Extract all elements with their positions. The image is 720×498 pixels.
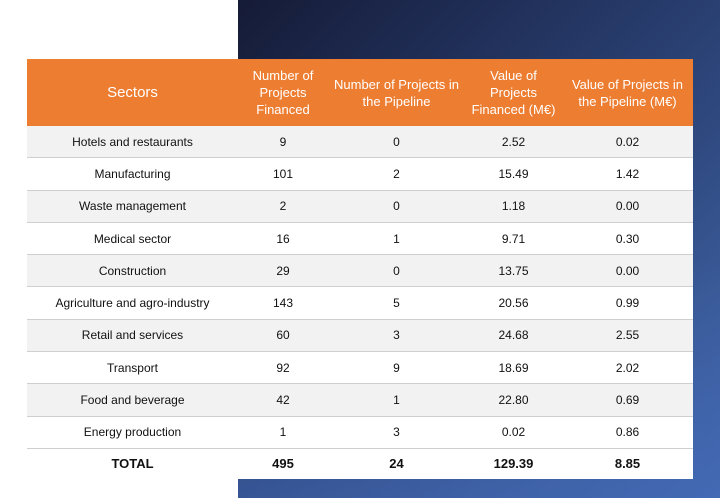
- cell-value-financed: 13.75: [465, 254, 562, 288]
- cell-projects-financed: 42: [238, 383, 328, 417]
- header-projects-pipeline: Number of Projects in the Pipeline: [328, 59, 465, 126]
- table-row: Construction 29 0 13.75 0.00: [27, 254, 693, 288]
- table-row: Medical sector 16 1 9.71 0.30: [27, 222, 693, 256]
- cell-value-financed: 20.56: [465, 286, 562, 320]
- total-projects-financed: 495: [238, 448, 328, 479]
- table-row: Waste management 2 0 1.18 0.00: [27, 190, 693, 223]
- header-sectors: Sectors: [27, 59, 238, 126]
- cell-sector: Manufacturing: [27, 157, 238, 191]
- cell-sector: Hotels and restaurants: [27, 126, 238, 159]
- cell-sector: Waste management: [27, 190, 238, 223]
- cell-projects-pipeline: 2: [328, 157, 465, 191]
- cell-projects-pipeline: 0: [328, 126, 465, 159]
- cell-projects-pipeline: 0: [328, 190, 465, 223]
- cell-projects-financed: 143: [238, 286, 328, 320]
- cell-value-pipeline: 2.55: [562, 319, 693, 353]
- table-row: Retail and services 60 3 24.68 2.55: [27, 319, 693, 353]
- sector-projects-table: Sectors Number of Projects Financed Numb…: [27, 59, 693, 479]
- cell-projects-pipeline: 3: [328, 416, 465, 449]
- cell-value-financed: 9.71: [465, 222, 562, 256]
- sector-projects-table-card: Sectors Number of Projects Financed Numb…: [27, 59, 693, 479]
- table-header: Sectors Number of Projects Financed Numb…: [27, 59, 693, 126]
- table-row: Agriculture and agro-industry 143 5 20.5…: [27, 286, 693, 320]
- cell-value-pipeline: 2.02: [562, 351, 693, 385]
- cell-value-pipeline: 0.30: [562, 222, 693, 256]
- cell-projects-financed: 2: [238, 190, 328, 223]
- cell-projects-pipeline: 0: [328, 254, 465, 288]
- cell-value-pipeline: 0.86: [562, 416, 693, 449]
- cell-projects-financed: 101: [238, 157, 328, 191]
- cell-projects-financed: 29: [238, 254, 328, 288]
- cell-value-financed: 2.52: [465, 126, 562, 159]
- cell-projects-financed: 92: [238, 351, 328, 385]
- cell-projects-pipeline: 5: [328, 286, 465, 320]
- cell-sector: Energy production: [27, 416, 238, 449]
- total-projects-pipeline: 24: [328, 448, 465, 479]
- table-row: Transport 92 9 18.69 2.02: [27, 351, 693, 385]
- table-row: Energy production 1 3 0.02 0.86: [27, 416, 693, 449]
- total-value-pipeline: 8.85: [562, 448, 693, 479]
- cell-projects-pipeline: 9: [328, 351, 465, 385]
- cell-value-financed: 0.02: [465, 416, 562, 449]
- header-projects-financed: Number of Projects Financed: [238, 59, 328, 126]
- cell-sector: Transport: [27, 351, 238, 385]
- cell-projects-pipeline: 1: [328, 222, 465, 256]
- cell-value-pipeline: 0.69: [562, 383, 693, 417]
- cell-value-pipeline: 0.00: [562, 254, 693, 288]
- table-row: Food and beverage 42 1 22.80 0.69: [27, 383, 693, 417]
- cell-value-pipeline: 0.99: [562, 286, 693, 320]
- total-value-financed: 129.39: [465, 448, 562, 479]
- header-row: Sectors Number of Projects Financed Numb…: [27, 59, 693, 126]
- table-body: Hotels and restaurants 9 0 2.52 0.02 Man…: [27, 126, 693, 479]
- total-label: TOTAL: [27, 448, 238, 479]
- cell-value-financed: 1.18: [465, 190, 562, 223]
- cell-sector: Food and beverage: [27, 383, 238, 417]
- cell-projects-pipeline: 3: [328, 319, 465, 353]
- cell-value-financed: 24.68: [465, 319, 562, 353]
- cell-sector: Medical sector: [27, 222, 238, 256]
- cell-value-pipeline: 0.02: [562, 126, 693, 159]
- cell-projects-financed: 1: [238, 416, 328, 449]
- table-row: Manufacturing 101 2 15.49 1.42: [27, 157, 693, 191]
- cell-projects-financed: 16: [238, 222, 328, 256]
- total-row: TOTAL 495 24 129.39 8.85: [27, 448, 693, 479]
- cell-projects-financed: 60: [238, 319, 328, 353]
- header-value-financed: Value of Projects Financed (M€): [465, 59, 562, 126]
- cell-sector: Construction: [27, 254, 238, 288]
- cell-value-pipeline: 0.00: [562, 190, 693, 223]
- cell-value-financed: 18.69: [465, 351, 562, 385]
- header-value-pipeline: Value of Projects in the Pipeline (M€): [562, 59, 693, 126]
- cell-projects-pipeline: 1: [328, 383, 465, 417]
- cell-value-financed: 15.49: [465, 157, 562, 191]
- cell-value-financed: 22.80: [465, 383, 562, 417]
- cell-sector: Retail and services: [27, 319, 238, 353]
- table-row: Hotels and restaurants 9 0 2.52 0.02: [27, 126, 693, 159]
- cell-projects-financed: 9: [238, 126, 328, 159]
- cell-sector: Agriculture and agro-industry: [27, 286, 238, 320]
- cell-value-pipeline: 1.42: [562, 157, 693, 191]
